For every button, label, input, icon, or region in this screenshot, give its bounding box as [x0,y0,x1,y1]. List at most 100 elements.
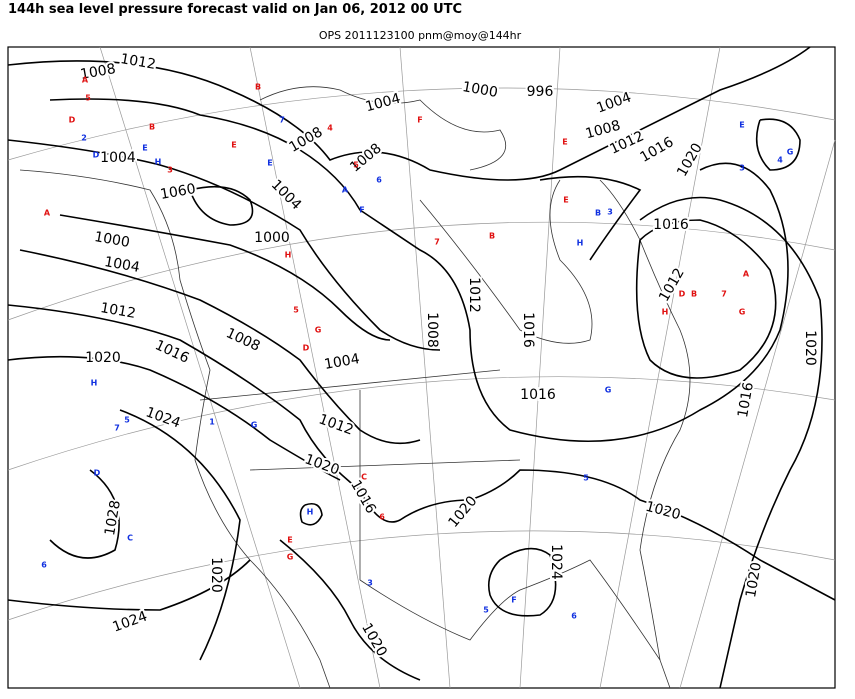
station-marker: 6 [379,513,385,522]
station-marker: D [303,344,310,353]
title: 144h sea level pressure forecast valid o… [8,2,463,17]
station-marker: 4 [327,124,333,133]
isobar-label: 1004 [323,351,361,373]
isobar-label: 1004 [103,254,141,276]
station-marker: 5 [353,161,359,170]
station-marker: B [595,209,601,218]
station-marker: 7 [434,238,440,247]
station-marker: G [739,308,746,317]
station-marker: 6 [41,561,47,570]
station-marker: D [679,290,686,299]
station-marker: E [231,141,236,150]
station-marker: B [691,290,697,299]
station-marker: A [342,186,349,195]
isobar-label: 1020 [802,330,818,366]
isobar-label: 1012 [466,277,482,313]
isobar-label: 1008 [287,124,326,156]
isobars [7,46,836,689]
isobar-label: 1024 [111,608,150,635]
station-marker: 3 [739,164,745,173]
isobar-label: 1060 [159,181,197,203]
graticule [7,46,836,689]
isobar-label: 1020 [743,561,765,599]
station-marker: H [91,379,98,388]
map-frame [7,46,836,689]
station-marker: B [489,232,495,241]
station-marker: 1 [209,418,215,427]
station-marker: 3 [607,208,613,217]
isobar-label: 1008 [347,140,385,175]
station-marker: F [417,116,422,125]
station-marker: 7 [721,290,727,299]
station-marker: D [93,151,100,160]
station-marker: G [605,386,612,395]
station-marker: 2 [81,134,87,143]
station-marker: G [787,148,794,157]
station-marker: C [127,534,133,543]
isobar-label: 1020 [674,141,706,180]
station-marker: G [251,421,258,430]
isobar-label: 1020 [85,350,121,366]
isobar-label: 1000 [93,229,131,251]
station-marker: H [577,239,584,248]
isobar-label: 1004 [595,89,634,116]
isobar-label: 1008 [223,325,262,355]
isobar-label: 1000 [254,230,290,246]
isobar-label: 1024 [548,544,564,580]
station-marker: 5 [85,94,91,103]
station-marker: 7 [114,424,120,433]
station-marker: 7 [279,116,285,125]
station-marker: A [743,270,750,279]
station-marker: 3 [167,166,173,175]
station-marker: 6 [376,176,382,185]
station-marker: E [563,196,568,205]
station-marker: D [69,116,76,125]
station-marker: 6 [571,612,577,621]
station-marker: 4 [777,156,783,165]
station-marker: E [142,144,147,153]
station-marker: B [255,83,261,92]
station-marker: 5 [483,606,489,615]
isobar-label: 1024 [144,404,183,431]
station-marker: 3 [367,579,373,588]
station-marker: 5 [293,306,299,315]
isobar-label: 1004 [100,150,136,166]
isobar-label: 1012 [317,411,356,438]
station-marker: H [155,158,162,167]
station-marker: H [307,508,314,517]
isobar-label: 1016 [653,217,689,233]
station-marker: A [44,209,51,218]
isobar-label: 1008 [424,312,440,348]
station-marker: B [149,123,155,132]
station-marker: H [285,251,292,260]
isobar-label: 1000 [461,79,499,101]
isobar-label: 1012 [656,266,688,305]
station-marker: E [267,159,272,168]
station-marker: G [287,553,294,562]
station-marker: H [662,308,669,317]
station-marker: 5 [583,474,589,483]
isobar-label: 1020 [303,451,342,478]
isobar-label: 1016 [520,387,556,403]
isobar-label: 1016 [520,312,536,348]
station-marker: D [94,469,101,478]
station-marker: 5 [124,416,130,425]
isobar-label: 1004 [268,177,305,214]
subtitle: OPS 2011123100 pnm@moy@144hr [318,29,522,42]
station-marker: E [739,121,744,130]
station-marker: E [287,536,292,545]
isobar-label: 1012 [119,51,157,73]
isobar-label: 1020 [208,557,224,593]
station-marker: F [511,596,516,605]
isobar-label: 1020 [644,499,683,524]
station-marker: E [562,138,567,147]
isobar-label: 1016 [347,478,379,517]
isobar-label: 1016 [152,337,191,367]
isobar-label: 1004 [364,91,403,116]
isobar-label: 1028 [102,499,124,537]
station-marker: A [82,76,89,85]
station-marker: C [361,473,367,482]
station-marker: G [315,326,322,335]
